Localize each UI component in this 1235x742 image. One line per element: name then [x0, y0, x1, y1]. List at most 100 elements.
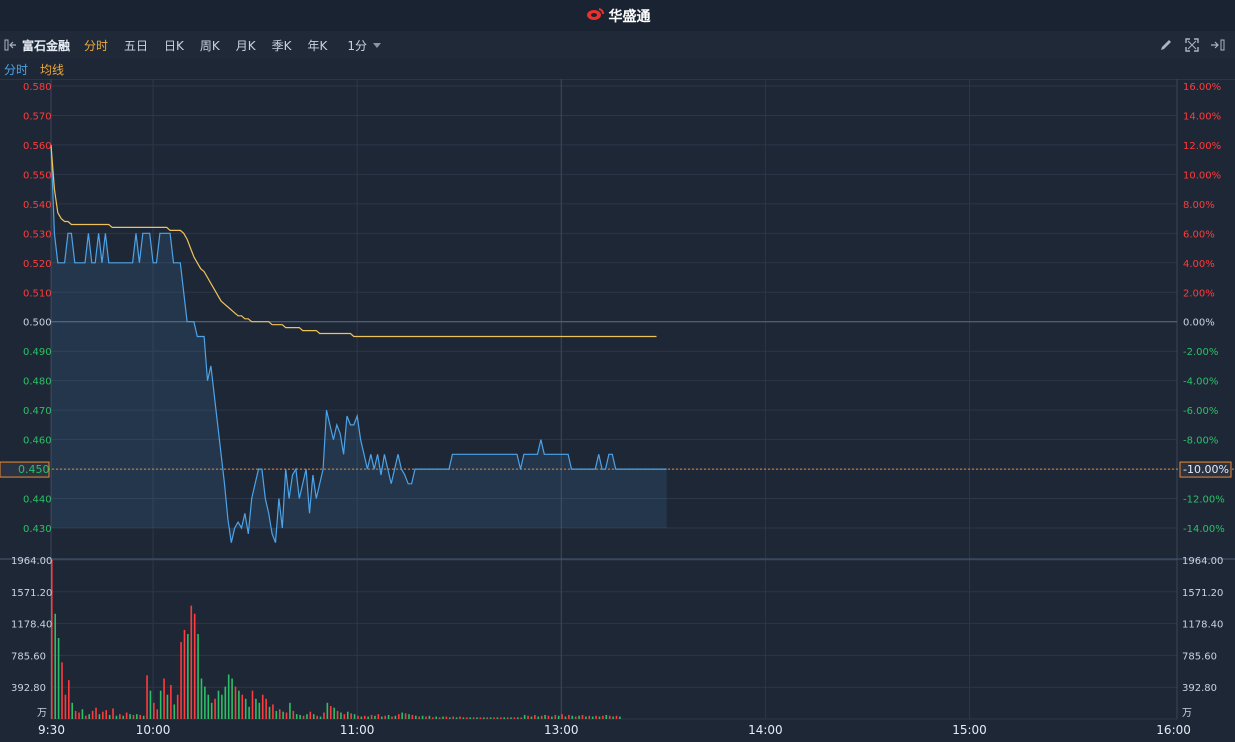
volume-bar: [340, 712, 342, 719]
volume-bar: [500, 717, 502, 719]
volume-bar: [224, 686, 227, 719]
period-value: 1分: [347, 38, 368, 53]
volume-bar: [551, 716, 553, 719]
volume-bar: [608, 715, 611, 719]
volume-bar: [469, 717, 472, 719]
pencil-icon[interactable]: [1157, 36, 1175, 54]
price-tick-label: 0.510: [23, 288, 52, 299]
volume-bar: [88, 714, 91, 719]
volume-bar: [483, 717, 485, 719]
volume-bar: [574, 716, 577, 719]
volume-bar: [102, 711, 104, 719]
period-select[interactable]: 1分: [347, 37, 382, 54]
volume-tick-label: 785.60: [11, 651, 46, 662]
volume-bar: [153, 702, 155, 719]
price-tick-label: 0.440: [23, 495, 52, 506]
volume-bar: [387, 714, 390, 719]
average-line[interactable]: [50, 144, 657, 338]
volume-bar: [493, 717, 495, 719]
percent-tick-label: -8.00%: [1183, 436, 1218, 447]
volume-bar: [187, 633, 189, 719]
tab-daily-k[interactable]: 日K: [164, 38, 184, 53]
legend-bar: 分时 均线: [0, 59, 1235, 80]
volume-bar: [78, 712, 80, 719]
volume-bar: [544, 714, 546, 719]
percent-tick-label: 8.00%: [1183, 200, 1215, 211]
tab-intraday[interactable]: 分时: [84, 38, 109, 53]
volume-bar: [302, 715, 305, 719]
legend-price-line[interactable]: 分时: [4, 62, 29, 77]
volume-bar: [142, 715, 145, 719]
volume-bar: [353, 714, 356, 719]
volume-bar: [64, 694, 67, 719]
volume-bar: [68, 680, 70, 719]
volume-bar: [591, 716, 594, 719]
legend-average-line[interactable]: 均线: [40, 62, 65, 77]
volume-bar: [581, 714, 584, 719]
volume-bar: [170, 684, 172, 719]
volume-bar: [299, 714, 301, 719]
tab-yearly-k[interactable]: 年K: [307, 38, 328, 53]
volume-bar: [115, 715, 118, 719]
volume-bar: [108, 714, 111, 719]
volume-bar: [602, 715, 604, 719]
volume-bar: [136, 714, 138, 719]
volume-bar: [588, 715, 591, 719]
volume-bar: [258, 702, 261, 719]
time-tick-label: 13:00: [544, 723, 579, 737]
volume-bar: [527, 715, 529, 719]
volume-bar: [585, 716, 587, 719]
volume-bar: [329, 706, 332, 719]
volume-bar: [210, 702, 213, 719]
volume-tick-label: 1571.20: [11, 588, 52, 599]
brand-name: 华盛通: [608, 8, 651, 25]
intraday-chart[interactable]: 0.580 0.570 0.560 0.550 0.540 0.530 0.520 0.510…: [0, 79, 1235, 742]
percent-tick-label: 16.00%: [1183, 82, 1221, 93]
volume-bar: [51, 560, 53, 719]
volume-bar: [74, 710, 77, 719]
volume-bar: [449, 717, 451, 719]
volume-bar: [506, 717, 509, 719]
volume-bar: [462, 717, 465, 719]
volume-bar: [595, 715, 597, 719]
title-bar: 华盛通: [0, 0, 1235, 32]
price-line[interactable]: [50, 144, 667, 543]
stock-name[interactable]: 富石金融: [22, 38, 71, 53]
tab-weekly-k[interactable]: 周K: [199, 38, 220, 53]
volume-bar: [401, 712, 403, 719]
tab-quarterly-k[interactable]: 季K: [271, 38, 292, 53]
price-tick-label: 0.580: [23, 82, 52, 93]
tab-monthly-k[interactable]: 月K: [235, 38, 256, 53]
volume-bar: [125, 712, 128, 719]
volume-tick-label-right: 1964.00: [1182, 556, 1223, 567]
volume-bar: [397, 714, 400, 719]
volume-bar: [540, 715, 543, 719]
volume-bar: [57, 638, 60, 719]
volume-bar: [238, 690, 240, 719]
volume-bar: [61, 662, 63, 719]
volume-bar: [149, 690, 152, 719]
volume-bar: [466, 717, 468, 719]
volume-bar: [557, 715, 560, 719]
volume-bar: [370, 714, 373, 719]
volume-bar: [197, 633, 199, 719]
volume-bar: [367, 716, 369, 719]
volume-bar: [91, 710, 94, 719]
volume-bar: [234, 686, 237, 719]
percent-tick-label: 2.00%: [1183, 288, 1215, 299]
price-tick-label: 0.480: [23, 377, 52, 388]
collapse-panel-icon[interactable]: [0, 31, 22, 59]
expand-icon[interactable]: [1183, 36, 1201, 54]
volume-bar: [394, 715, 397, 719]
volume-bar: [612, 716, 614, 719]
volume-bar: [221, 694, 223, 719]
volume-bar: [479, 717, 482, 719]
volume-bar: [360, 716, 363, 719]
volume-bar: [619, 716, 621, 719]
price-tick-label: 0.430: [23, 524, 52, 535]
sidebar-toggle-icon[interactable]: [1209, 36, 1227, 54]
tab-five-day[interactable]: 五日: [124, 38, 149, 53]
volume-bar: [272, 704, 274, 719]
volume-bar: [571, 715, 574, 719]
volume-bar: [391, 716, 393, 719]
